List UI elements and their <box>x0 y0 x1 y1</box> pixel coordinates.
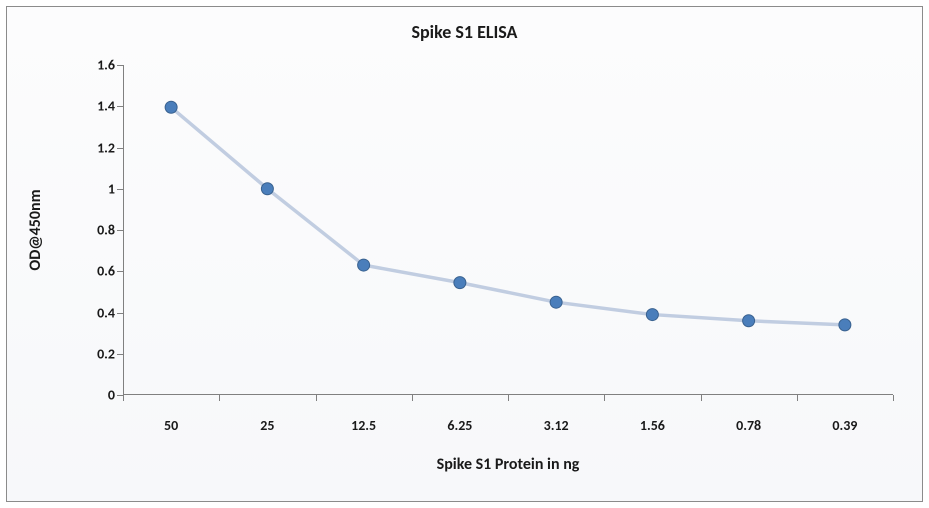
y-tick-label: 0.4 <box>97 304 123 321</box>
x-tick-label: 12.5 <box>351 395 376 434</box>
x-tick-mark <box>508 395 509 401</box>
plot-area: 00.20.40.60.811.21.41.6502512.56.253.121… <box>123 65 893 395</box>
y-tick-label: 1 <box>108 180 123 197</box>
chart-frame: Spike S1 ELISA 00.20.40.60.811.21.41.650… <box>6 6 923 502</box>
chart-title: Spike S1 ELISA <box>7 21 922 43</box>
series-marker <box>358 259 370 271</box>
series-marker <box>261 183 273 195</box>
y-tick-label: 0.2 <box>97 345 123 362</box>
x-tick-label: 6.25 <box>447 395 472 434</box>
x-tick-label: 25 <box>260 395 274 434</box>
line-series <box>123 65 893 395</box>
x-tick-label: 3.12 <box>544 395 569 434</box>
y-tick-label: 1.4 <box>97 98 123 115</box>
x-tick-mark <box>316 395 317 401</box>
x-tick-mark <box>797 395 798 401</box>
series-marker <box>550 296 562 308</box>
y-tick-label: 0.8 <box>97 222 123 239</box>
y-axis-title: OD@450nm <box>26 189 45 270</box>
x-tick-mark <box>123 395 124 401</box>
series-marker <box>454 277 466 289</box>
x-tick-label: 1.56 <box>640 395 665 434</box>
x-tick-mark <box>604 395 605 401</box>
x-axis-title: Spike S1 Protein in ng <box>123 455 893 474</box>
x-tick-mark <box>893 395 894 401</box>
series-marker <box>165 101 177 113</box>
y-tick-label: 1.6 <box>97 57 123 74</box>
y-tick-label: 0.6 <box>97 263 123 280</box>
series-marker <box>646 309 658 321</box>
series-marker <box>743 315 755 327</box>
y-tick-label: 1.2 <box>97 139 123 156</box>
x-tick-label: 0.39 <box>832 395 857 434</box>
series-marker <box>839 319 851 331</box>
x-tick-label: 50 <box>164 395 178 434</box>
y-tick-label: 0 <box>108 387 123 404</box>
x-tick-mark <box>701 395 702 401</box>
x-tick-label: 0.78 <box>736 395 761 434</box>
x-tick-mark <box>219 395 220 401</box>
x-tick-mark <box>412 395 413 401</box>
series-line <box>171 107 845 325</box>
